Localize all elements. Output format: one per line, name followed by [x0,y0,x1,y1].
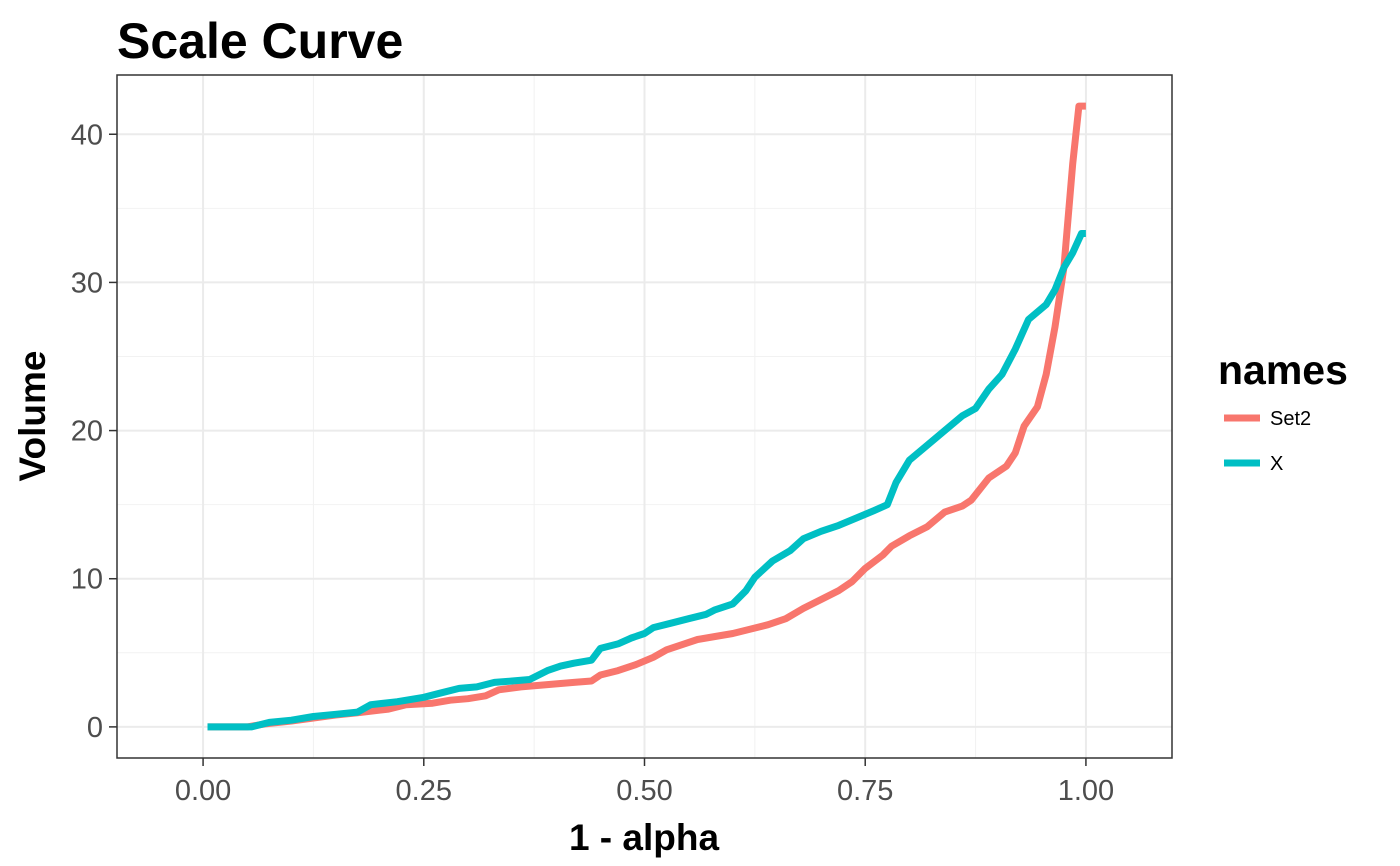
x-tick-label: 0.75 [837,775,893,807]
y-axis-title: Volume [12,351,53,482]
y-tick-label: 30 [71,267,103,299]
legend: names Set2 X [1218,347,1348,475]
y-tick-label: 40 [71,119,103,151]
series-line-x [207,230,1086,731]
chart-title: Scale Curve [117,13,403,69]
legend-title: names [1218,347,1348,393]
y-tick-label: 20 [71,416,103,448]
x-tick-label: 0.00 [175,775,231,807]
x-axis-title: 1 - alpha [569,817,720,858]
x-axis-ticks: 0.00 0.25 0.50 0.75 1.00 [175,758,1114,807]
y-tick-label: 10 [71,564,103,596]
x-tick-label: 1.00 [1058,775,1114,807]
x-tick-label: 0.25 [396,775,452,807]
y-tick-label: 0 [87,712,103,744]
legend-label-x: X [1270,453,1283,475]
legend-label-set2: Set2 [1270,408,1311,430]
legend-items: Set2 X [1224,408,1311,475]
series-lines [207,102,1086,731]
x-tick-label: 0.50 [616,775,672,807]
major-gridlines [117,75,1172,758]
y-axis-ticks: 0 10 20 30 40 [71,119,117,744]
series-line-set2 [207,102,1086,731]
